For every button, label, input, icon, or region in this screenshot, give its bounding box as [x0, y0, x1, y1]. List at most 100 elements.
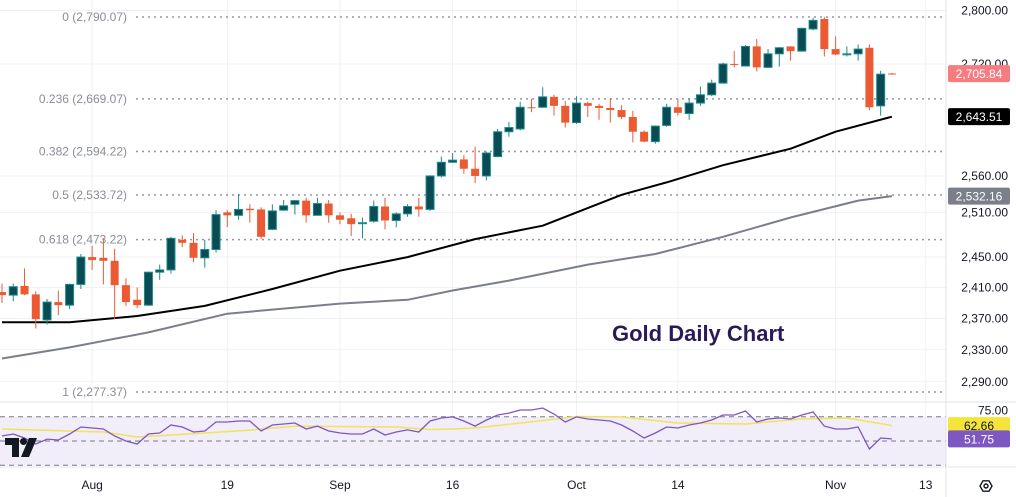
candle-body — [381, 206, 390, 221]
candle-body — [831, 49, 840, 55]
candle-body — [65, 283, 75, 306]
candle-2024-11-05 — [853, 44, 863, 61]
candle-body — [752, 46, 761, 68]
candle-body — [133, 299, 142, 306]
candle-2024-08-26 — [279, 199, 289, 211]
candle-2024-08-20 — [234, 194, 244, 220]
candle-body — [200, 249, 210, 259]
candle-2024-10-30 — [808, 17, 818, 31]
candle-2024-08-12 — [166, 236, 176, 274]
sma-fast-line — [2, 115, 893, 324]
candle-2024-09-09 — [391, 212, 401, 228]
badge-bg — [948, 65, 1010, 83]
candle-body — [155, 269, 165, 273]
chart-title: Gold Daily Chart — [612, 321, 785, 346]
candle-2024-10-31 — [820, 17, 829, 57]
badge-bg — [948, 187, 1010, 205]
candle-body — [110, 260, 119, 286]
time-tick-label: 16 — [446, 478, 460, 492]
price-tick-label: 2,410.00 — [961, 280, 1008, 294]
candle-body — [312, 203, 322, 216]
candle-body — [324, 203, 333, 216]
candle-2024-10-25 — [774, 47, 784, 67]
candle-2024-10-14 — [673, 98, 682, 116]
candle-body — [31, 294, 40, 320]
candle-body — [403, 205, 413, 215]
candle-2024-09-12 — [425, 175, 435, 211]
candle-body — [820, 19, 829, 50]
rsi-badge: 51.75 — [948, 430, 1010, 448]
candle-body — [797, 27, 807, 52]
candle-body — [786, 46, 795, 52]
candle-2024-09-25 — [527, 98, 536, 113]
time-tick-label: Nov — [825, 478, 846, 492]
candle-body — [515, 106, 525, 130]
candle-2024-09-16 — [448, 152, 458, 164]
rsi-ma-line — [1, 415, 893, 438]
candle-2024-10-01 — [572, 96, 582, 125]
candle-2024-11-06 — [865, 44, 874, 111]
candle-body — [302, 200, 311, 216]
candle-body — [369, 205, 379, 222]
badge-label: 62.66 — [964, 419, 994, 433]
price-tick-label: 2,800.00 — [961, 3, 1008, 17]
logo-mark — [5, 438, 19, 457]
fib-level-label: 0.618 (2,473.22) — [39, 233, 127, 247]
candle-2024-09-17 — [459, 155, 468, 174]
candle-body — [606, 107, 615, 111]
candle-body — [538, 96, 548, 108]
candle-body — [436, 161, 446, 177]
candle-2024-11-01 — [831, 36, 840, 56]
candle-2024-09-04 — [357, 217, 367, 239]
candle-body — [54, 302, 63, 306]
candle-2024-10-16 — [695, 86, 705, 106]
price-badge: 2,532.16 — [948, 187, 1010, 205]
candle-2024-08-08 — [143, 271, 153, 306]
candle-body — [549, 96, 558, 106]
candle-2024-10-28 — [786, 46, 795, 61]
candle-2024-09-03 — [347, 213, 356, 237]
candle-body — [76, 256, 86, 285]
logo-mark — [21, 438, 37, 457]
candle-body — [357, 222, 367, 225]
candle-body — [459, 159, 468, 169]
candle-2024-11-04 — [842, 46, 852, 57]
fib-level-label: 0.236 (2,669.07) — [39, 92, 127, 106]
candle-body — [673, 107, 682, 113]
candle-2024-08-30 — [324, 199, 333, 223]
logo-mark — [20, 438, 27, 445]
candle-2024-10-22 — [740, 45, 750, 67]
candle-2024-10-03 — [595, 103, 604, 120]
price-tick-label: 2,560.00 — [961, 169, 1008, 183]
candle-body — [740, 45, 750, 67]
gear-outline — [979, 480, 993, 492]
candle-body — [493, 131, 503, 158]
fib-level-label: 0.382 (2,594.22) — [39, 144, 127, 158]
candle-body — [504, 127, 514, 133]
candle-2024-10-21 — [730, 51, 739, 68]
tradingview-logo — [5, 438, 37, 457]
badge-bg — [948, 417, 1010, 435]
badge-label: 2,643.51 — [956, 110, 1003, 124]
candle-body — [20, 285, 29, 295]
price-badge: 2,705.84 — [948, 65, 1010, 83]
candle-2024-07-31 — [76, 254, 86, 289]
candle-2024-07-30 — [65, 283, 75, 310]
candle-2024-10-11 — [662, 103, 672, 127]
rsi-line — [1, 407, 892, 451]
candle-2024-10-08 — [628, 110, 637, 143]
candle-2024-09-13 — [436, 156, 446, 178]
candle-body — [763, 53, 773, 68]
candle-2024-10-23 — [752, 39, 761, 72]
gear-icon[interactable] — [979, 480, 993, 492]
rsi-badge: 62.66 — [948, 417, 1010, 435]
candle-body — [425, 175, 435, 210]
candle-body — [595, 105, 604, 108]
candle-2024-09-27 — [549, 94, 558, 116]
candle-2024-07-24 — [20, 268, 29, 296]
candle-body — [527, 107, 536, 109]
time-tick-label: 14 — [671, 478, 685, 492]
candle-2024-08-21 — [245, 204, 254, 223]
price-tick-label: 2,290.00 — [961, 375, 1008, 389]
